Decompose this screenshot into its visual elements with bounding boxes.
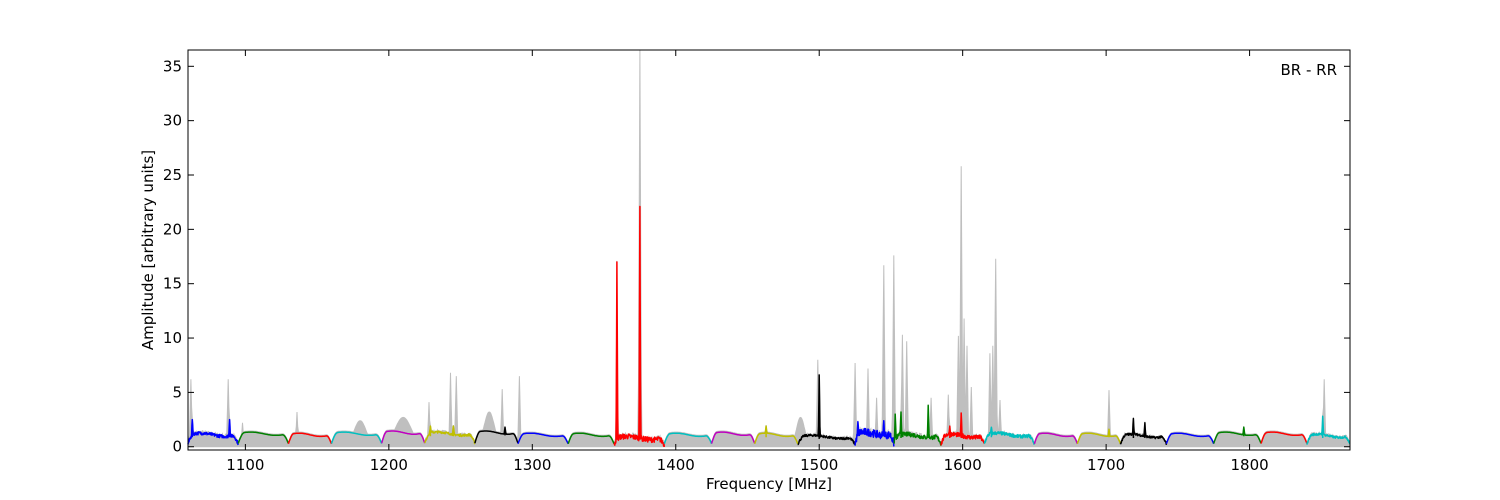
series-line-18	[983, 426, 1036, 445]
x-axis: 1100 1200 1300 1400 1500 1600 1700 1800	[226, 50, 1269, 474]
y-tick-label: 20	[163, 220, 182, 238]
series-line-2	[237, 431, 290, 444]
y-tick-label: 25	[163, 166, 182, 184]
series-line-1	[187, 418, 239, 446]
series-line-13	[753, 425, 799, 445]
series-line-23	[1212, 426, 1262, 444]
series-line-10	[613, 205, 666, 447]
series-layer	[187, 205, 1351, 447]
series-line-24	[1260, 431, 1308, 444]
series-line-17	[940, 412, 985, 446]
series-line-21	[1119, 417, 1168, 446]
series-line-4	[330, 431, 383, 444]
series-line-8	[517, 432, 569, 445]
x-tick-label: 1800	[1230, 456, 1268, 474]
background-spectrum	[187, 49, 1351, 448]
x-tick-label: 1600	[944, 456, 982, 474]
series-line-15	[854, 419, 895, 447]
y-tick-label: 15	[163, 275, 182, 293]
series-line-9	[567, 432, 615, 445]
series-line-6	[424, 425, 476, 445]
x-tick-label: 1400	[657, 456, 695, 474]
series-line-25	[1306, 415, 1351, 445]
series-line-16	[893, 404, 942, 446]
series-line-5	[380, 430, 426, 444]
series-line-11	[663, 432, 713, 445]
y-tick-label: 0	[172, 438, 182, 456]
background-spectrum-fill	[187, 49, 1351, 448]
series-line-7	[474, 426, 519, 444]
plot-area-frame	[187, 49, 1351, 451]
x-tick-label: 1300	[513, 456, 551, 474]
x-tick-label: 1500	[800, 456, 838, 474]
x-tick-label: 1100	[226, 456, 264, 474]
series-line-19	[1033, 432, 1079, 445]
series-line-22	[1165, 432, 1215, 445]
series-line-3	[287, 432, 333, 445]
y-tick-label: 10	[163, 329, 182, 347]
x-axis-title: Frequency [MHz]	[706, 475, 832, 493]
y-axis: 0 5 10 15 20 25 30 35	[163, 57, 1350, 456]
x-tick-label: 1700	[1087, 456, 1125, 474]
series-line-20	[1076, 428, 1122, 445]
y-tick-label: 35	[163, 57, 182, 75]
series-line-12	[710, 431, 756, 444]
series-line-14	[797, 374, 856, 446]
y-axis-title: Amplitude [arbitrary units]	[139, 150, 157, 350]
annotation-label: BR - RR	[1280, 61, 1337, 79]
y-tick-label: 5	[172, 383, 182, 401]
x-tick-label: 1200	[370, 456, 408, 474]
y-tick-label: 30	[163, 112, 182, 130]
